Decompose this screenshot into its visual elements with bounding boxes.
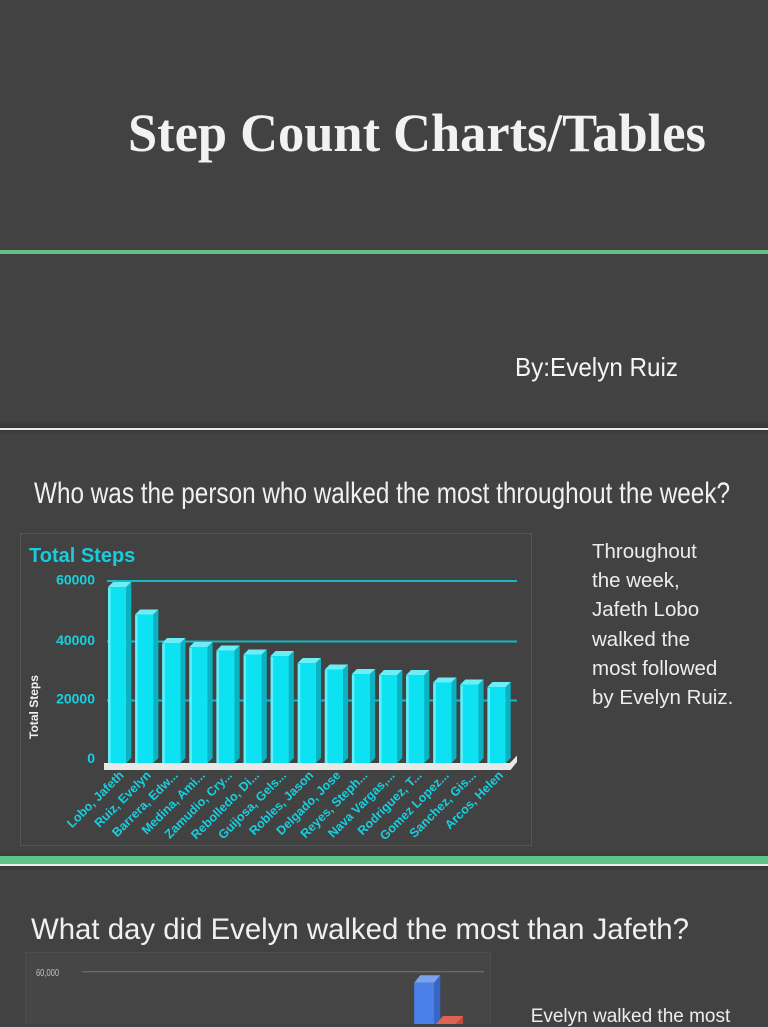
svg-text:Total Steps: Total Steps	[29, 545, 135, 567]
svg-text:60000: 60000	[56, 572, 95, 588]
svg-text:40000: 40000	[56, 632, 95, 648]
svg-text:60,000: 60,000	[36, 968, 59, 979]
svg-text:20000: 20000	[56, 691, 95, 707]
svg-text:Total Steps: Total Steps	[27, 675, 41, 739]
svg-text:0: 0	[87, 750, 95, 766]
